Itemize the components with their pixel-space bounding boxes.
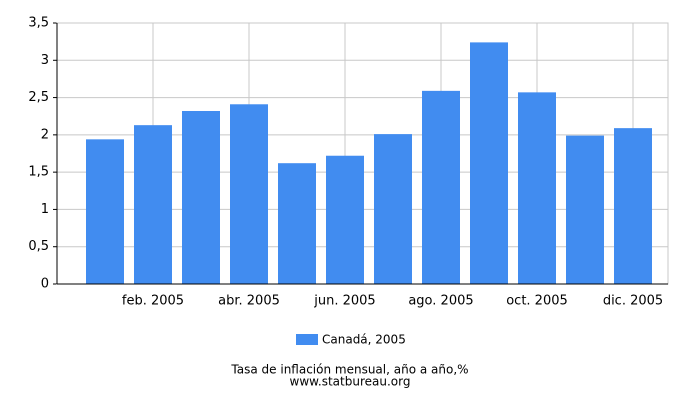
bar [230,104,268,284]
y-tick-label: 1,5 [28,165,49,180]
bar [86,139,124,284]
x-tick-label: abr. 2005 [218,294,280,309]
bar [182,110,220,284]
y-tick-label: 3,5 [28,16,49,31]
bar [374,134,412,284]
x-tick-label: dic. 2005 [603,294,663,309]
x-tick-label: ago. 2005 [408,294,473,309]
y-tick-label: 0,5 [28,239,49,254]
x-tick-label: feb. 2005 [122,294,184,309]
bar [422,90,460,284]
y-tick-label: 3 [41,53,49,68]
bar [614,128,652,284]
y-tick-label: 2,5 [28,90,49,105]
bar [518,92,556,284]
legend-swatch [296,334,318,345]
legend-label: Canadá, 2005 [322,333,406,347]
y-tick-label: 2 [41,127,49,142]
bar [134,125,172,284]
bar [278,163,316,284]
source: www.statbureau.org [290,375,411,389]
y-tick-label: 0 [41,277,49,292]
y-tick-label: 1 [41,202,49,217]
x-tick-label: oct. 2005 [506,294,568,309]
bar [326,155,364,284]
bar [470,42,508,284]
x-tick-label: jun. 2005 [313,294,375,309]
bar [566,135,604,284]
chart-title: Tasa de inflación mensual, año a año,% [230,363,468,377]
